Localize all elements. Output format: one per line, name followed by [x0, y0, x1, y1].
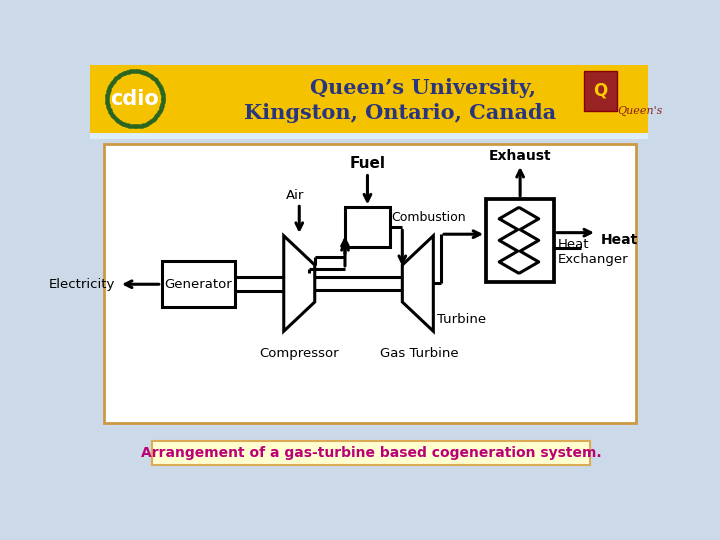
Text: Arrangement of a gas-turbine based cogeneration system.: Arrangement of a gas-turbine based cogen…	[140, 446, 601, 460]
Bar	[90, 132, 648, 139]
Polygon shape	[402, 236, 433, 331]
Text: Air: Air	[286, 189, 305, 202]
Bar	[152, 441, 590, 465]
Text: Kingston, Ontario, Canada: Kingston, Ontario, Canada	[244, 103, 556, 123]
Text: Queen's: Queen's	[617, 106, 662, 116]
Text: Compressor: Compressor	[259, 347, 339, 360]
Bar	[486, 199, 554, 282]
Text: Electricity: Electricity	[49, 278, 115, 291]
Text: Exhaust: Exhaust	[489, 148, 552, 163]
Text: Q: Q	[593, 82, 608, 100]
Text: Combustion: Combustion	[392, 211, 466, 224]
Bar	[585, 71, 617, 111]
Bar	[345, 207, 390, 247]
Text: Heat
Exchanger: Heat Exchanger	[558, 238, 629, 266]
Bar	[104, 144, 636, 423]
Text: Turbine: Turbine	[437, 313, 486, 326]
Text: cdio: cdio	[111, 89, 159, 109]
Circle shape	[112, 76, 158, 122]
Text: Gas Turbine: Gas Turbine	[380, 347, 459, 360]
Text: Queen’s University,: Queen’s University,	[310, 78, 536, 98]
Bar	[162, 261, 235, 307]
Polygon shape	[284, 236, 315, 331]
Bar	[90, 65, 648, 132]
Text: Fuel: Fuel	[349, 156, 385, 171]
Text: Heat: Heat	[600, 233, 638, 247]
Text: Generator: Generator	[165, 278, 233, 291]
